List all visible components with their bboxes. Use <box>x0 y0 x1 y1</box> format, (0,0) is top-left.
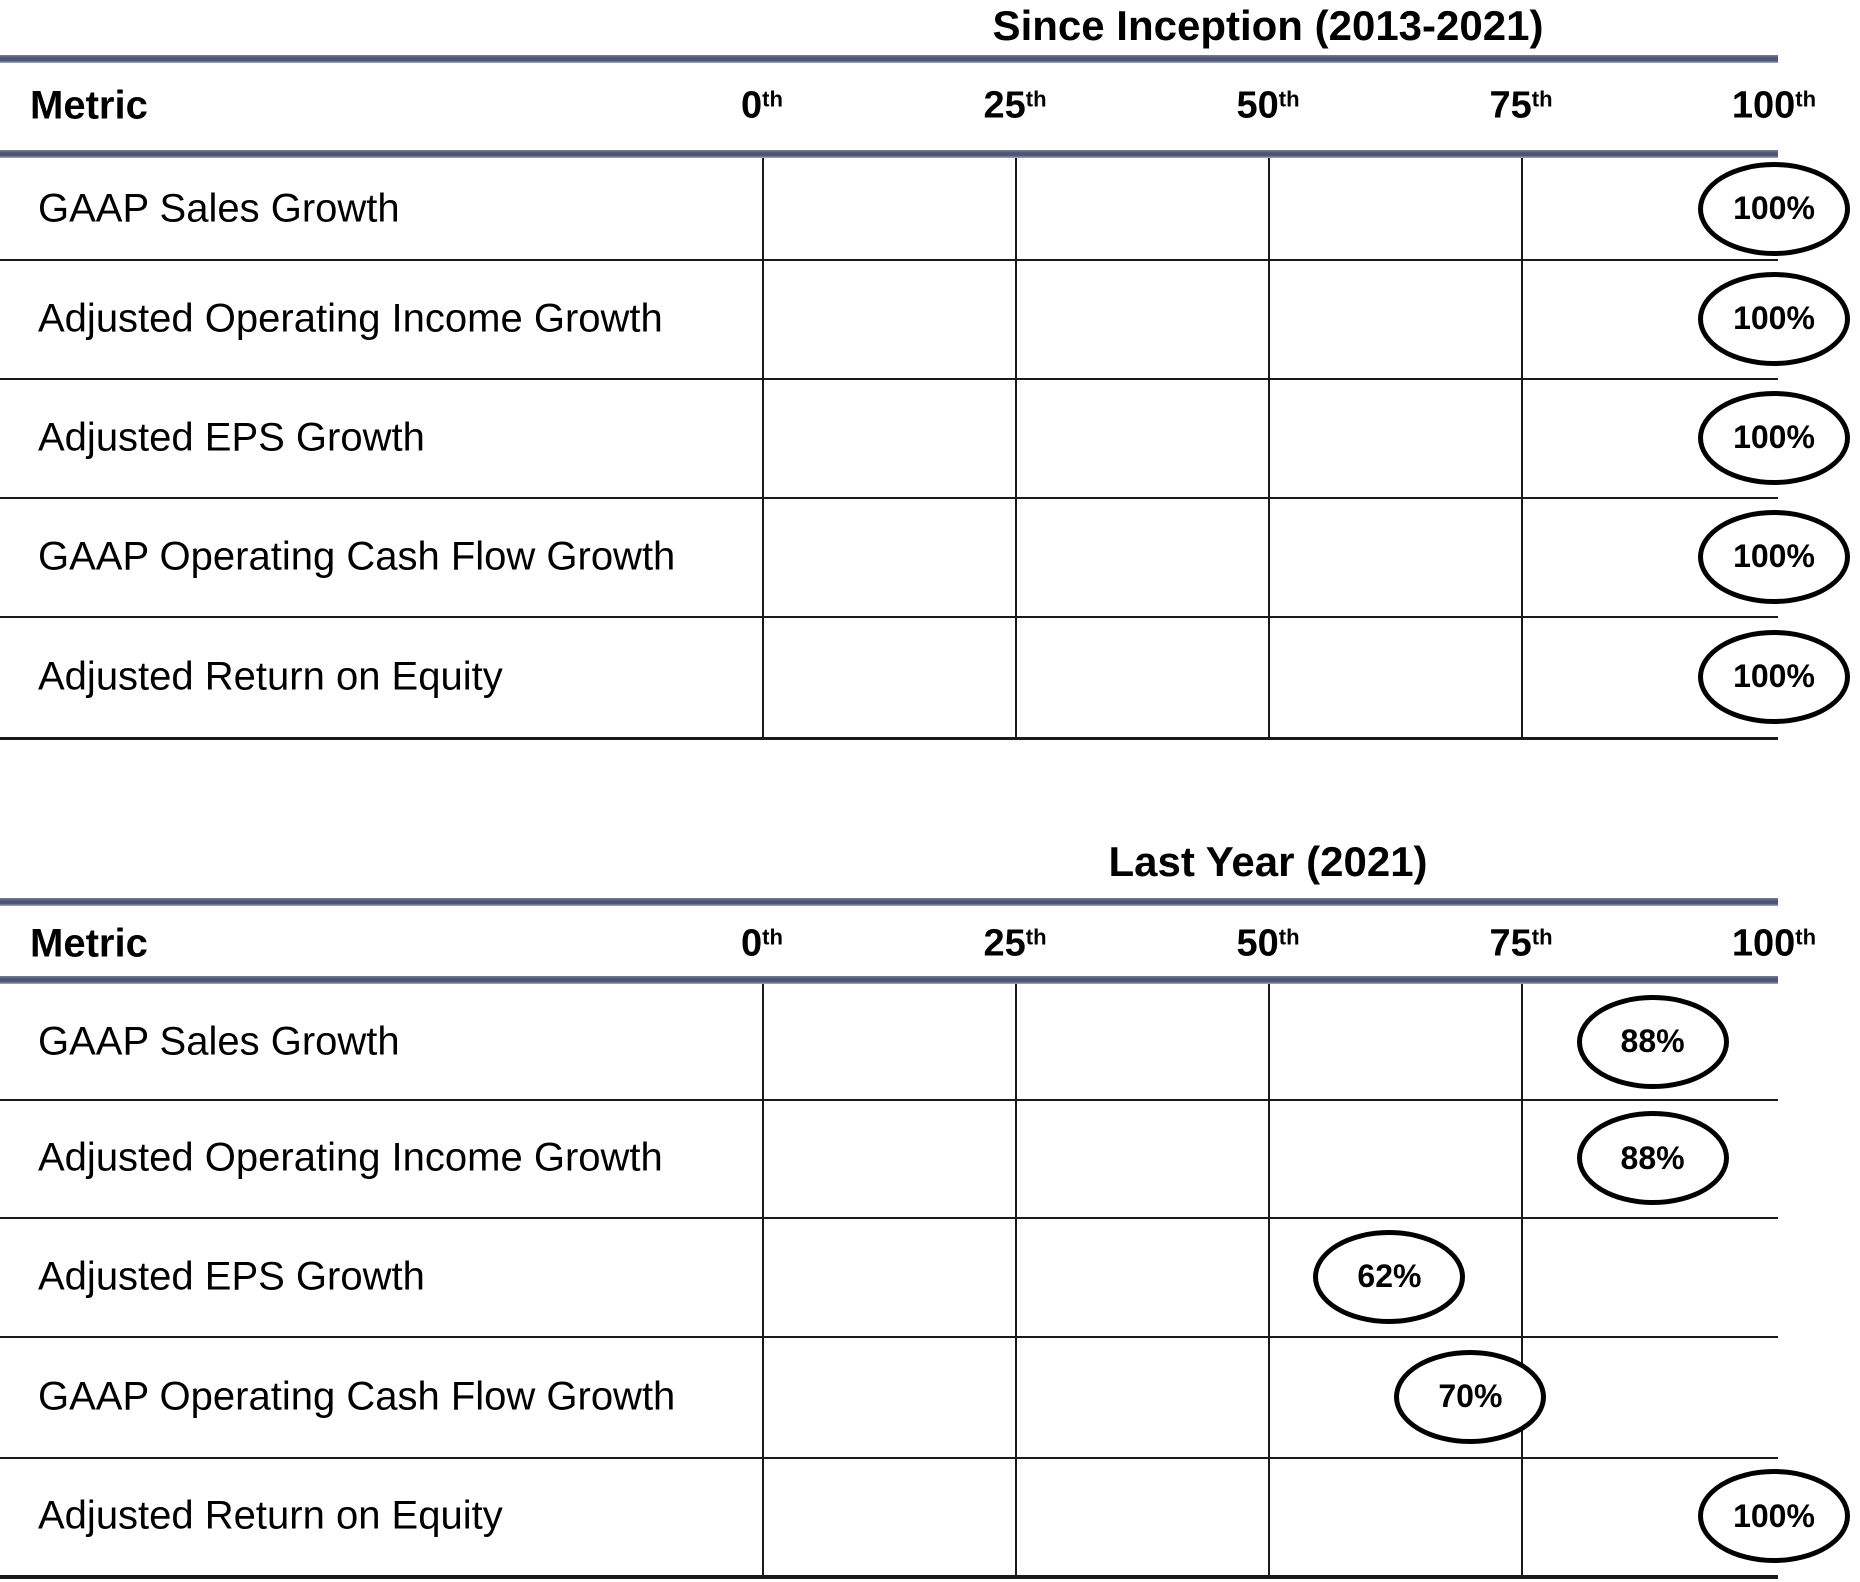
percentile-number: 50 <box>1236 922 1279 965</box>
percentile-suffix: th <box>1025 86 1047 112</box>
metric-label: Adjusted Return on Equity <box>38 1493 503 1538</box>
percentile-number: 75 <box>1489 922 1532 965</box>
percentile-oval: 70% <box>1394 1349 1547 1444</box>
percentile-number: 50 <box>1236 84 1279 127</box>
grid-vline-0th <box>762 984 764 1579</box>
percentile-number: 25 <box>983 84 1026 127</box>
grid-vline-25th <box>1015 984 1017 1579</box>
percentile-oval: 100% <box>1698 1469 1850 1563</box>
metric-label: GAAP Operating Cash Flow Growth <box>38 534 676 578</box>
percentile-value: 100% <box>1733 190 1815 226</box>
percentile-number: 75 <box>1489 84 1532 127</box>
grid-vline-0th <box>762 158 764 740</box>
row-separator <box>0 497 1778 499</box>
percentile-value: 62% <box>1357 1258 1422 1294</box>
percentile-value: 88% <box>1620 1139 1685 1176</box>
percentile-value: 100% <box>1733 1497 1815 1534</box>
percentile-suffix: th <box>1531 86 1553 112</box>
percentile-header-100th: 100th <box>1732 85 1816 128</box>
table-bottom-line <box>0 737 1778 740</box>
percentile-suffix: th <box>1795 924 1817 950</box>
grid-vline-25th <box>1015 158 1017 740</box>
percentile-oval: 100% <box>1698 390 1850 485</box>
row-separator <box>0 378 1778 380</box>
percentile-header-25th: 25th <box>983 923 1046 966</box>
table-title-last-year: Last Year (2021) <box>1108 838 1428 885</box>
percentile-header-75th: 75th <box>1489 85 1552 128</box>
grid-vline-75th <box>1521 984 1523 1579</box>
percentile-header-50th: 50th <box>1236 85 1299 128</box>
row-separator <box>0 616 1778 618</box>
percentile-suffix: th <box>1531 924 1553 950</box>
grid-vline-50th <box>1268 158 1270 740</box>
metric-column-header: Metric <box>30 921 148 966</box>
percentile-oval: 62% <box>1313 1229 1466 1324</box>
percentile-oval: 100% <box>1698 271 1850 366</box>
percentile-suffix: th <box>1278 924 1300 950</box>
metric-label: Adjusted EPS Growth <box>38 415 425 459</box>
percentile-value: 100% <box>1733 419 1815 455</box>
metric-label: GAAP Sales Growth <box>38 1019 400 1063</box>
percentile-header-0th: 0th <box>741 85 783 128</box>
row-separator <box>0 1099 1778 1101</box>
metric-label: Adjusted Operating Income Growth <box>38 296 663 340</box>
percentile-header-50th: 50th <box>1236 923 1299 966</box>
percentile-number: 100 <box>1731 84 1796 127</box>
percentile-header-0th: 0th <box>741 923 783 966</box>
percentile-oval: 88% <box>1576 994 1729 1089</box>
percentile-header-25th: 25th <box>983 85 1046 128</box>
percentile-oval: 88% <box>1576 1111 1729 1205</box>
percentile-number: 0 <box>741 84 763 127</box>
percentile-number: 25 <box>983 922 1026 965</box>
percentile-oval: 100% <box>1698 161 1850 256</box>
header-rule-bottom <box>0 976 1778 984</box>
percentile-oval: 100% <box>1698 629 1850 724</box>
metric-label: GAAP Sales Growth <box>38 186 400 230</box>
metric-label: Adjusted EPS Growth <box>38 1254 425 1298</box>
table-title-since-inception: Since Inception (2013-2021) <box>992 2 1544 49</box>
header-rule-top <box>0 898 1778 906</box>
table-bottom-line <box>0 1575 1778 1579</box>
metric-label: GAAP Operating Cash Flow Growth <box>38 1374 676 1418</box>
percentile-value: 70% <box>1438 1378 1503 1414</box>
row-separator <box>0 1217 1778 1219</box>
metric-column-header: Metric <box>30 83 148 128</box>
percentile-suffix: th <box>1025 924 1047 950</box>
percentile-header-100th: 100th <box>1732 923 1816 966</box>
percentile-value: 100% <box>1733 538 1815 574</box>
header-rule-bottom <box>0 150 1778 158</box>
percentile-number: 100 <box>1731 922 1796 965</box>
percentile-value: 100% <box>1733 300 1815 336</box>
metric-label: Adjusted Return on Equity <box>38 654 503 698</box>
header-rule-top <box>0 55 1778 63</box>
percentile-header-75th: 75th <box>1489 923 1552 966</box>
percentile-oval: 100% <box>1698 509 1850 604</box>
percentile-suffix: th <box>762 86 783 112</box>
metric-label: Adjusted Operating Income Growth <box>38 1135 663 1180</box>
percentile-suffix: th <box>1278 86 1300 112</box>
grid-vline-75th <box>1521 158 1523 740</box>
percentile-suffix: th <box>762 924 783 950</box>
grid-vline-50th <box>1268 984 1270 1579</box>
percentile-suffix: th <box>1795 86 1817 112</box>
percentile-value: 88% <box>1620 1023 1685 1059</box>
row-separator <box>0 259 1778 261</box>
row-separator <box>0 1336 1778 1338</box>
percentile-value: 100% <box>1733 658 1815 694</box>
row-separator <box>0 1457 1778 1459</box>
percentile-number: 0 <box>741 922 763 965</box>
